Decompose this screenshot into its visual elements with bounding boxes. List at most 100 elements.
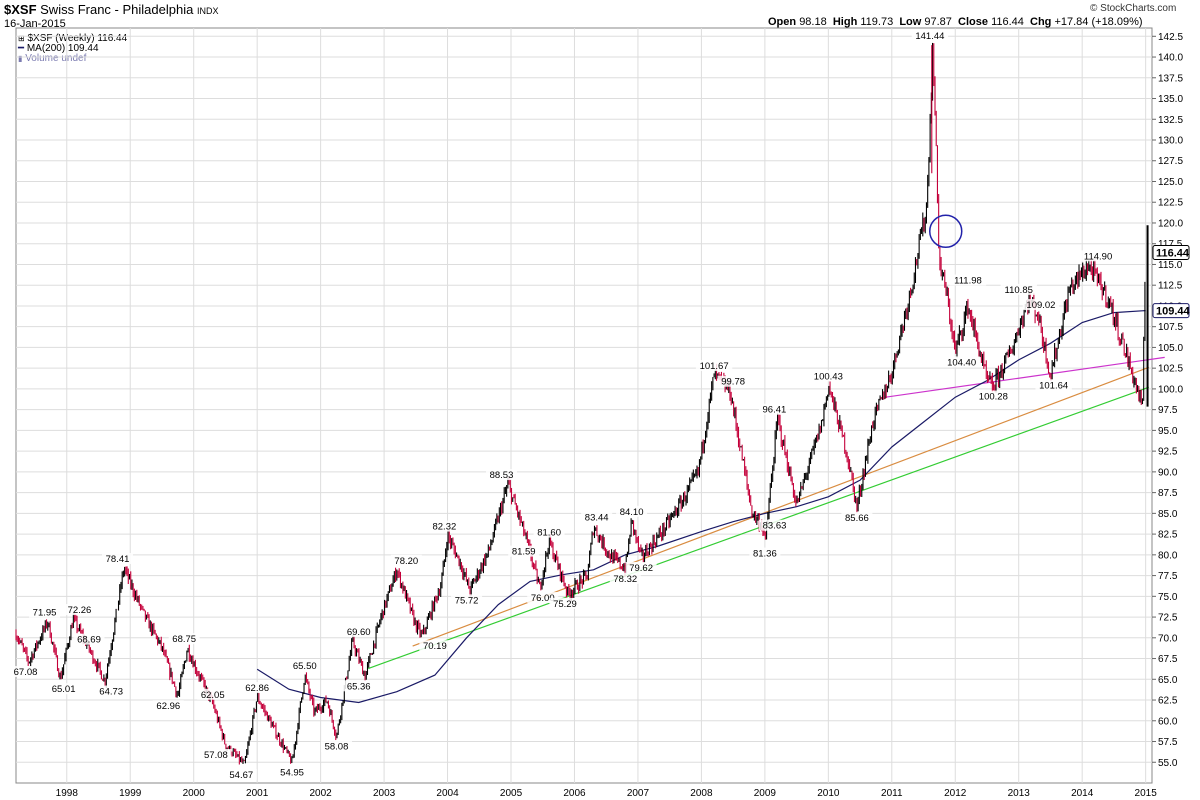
x-tick-label: 2003	[373, 788, 396, 799]
trendlines	[368, 356, 1165, 670]
annotation-label: 111.98	[954, 276, 982, 287]
annotation-label: 99.78	[721, 377, 745, 388]
close-label: Close	[958, 16, 988, 28]
annotation-bg	[949, 274, 987, 286]
open-value: 98.18	[799, 16, 827, 28]
annotation-bg	[911, 30, 949, 42]
y-tick-label: 107.5	[1158, 322, 1183, 333]
y-tick-label: 122.5	[1158, 198, 1183, 209]
y-tick-label: 70.0	[1158, 633, 1178, 644]
y-tick-label: 100.0	[1158, 384, 1183, 395]
annotation-bg	[48, 683, 80, 695]
x-tick-label: 2012	[944, 788, 967, 799]
annotations: 67.08 71.95 65.01 72.26 68.69 64.73 78.41 62.96…	[10, 30, 1117, 781]
annotation-bg	[428, 520, 460, 532]
y-tick-label: 140.0	[1158, 53, 1183, 64]
annotation-label: 104.40	[947, 357, 976, 368]
last-ma-tag-box	[1152, 303, 1190, 319]
x-tick-label: 2011	[881, 788, 903, 799]
y-tick-label: 125.0	[1158, 177, 1183, 188]
instrument-name: Swiss Franc - Philadelphia	[40, 2, 194, 17]
x-tick-label: 2013	[1008, 788, 1031, 799]
annotation-label: 62.86	[245, 683, 269, 694]
annotation-label: 67.08	[14, 667, 38, 678]
annotation-label: 72.26	[68, 605, 92, 616]
annotation-label: 88.53	[490, 470, 514, 481]
y-tick-label: 72.5	[1158, 613, 1178, 624]
chart-date: 16-Jan-2015	[4, 18, 66, 30]
annotation-bg	[289, 660, 321, 672]
last-price-tag-label: 116.44	[1156, 248, 1190, 260]
annotation-label: 79.62	[629, 563, 653, 574]
y-tick-label: 117.5	[1158, 239, 1183, 250]
x-tick-label: 2002	[310, 788, 333, 799]
annotation-label: 54.67	[229, 770, 253, 781]
legend-volume: ▮ Volume undef	[18, 53, 87, 64]
annotation-bg	[343, 680, 375, 692]
annotation-label: 85.66	[845, 513, 869, 524]
annotation-label: 83.63	[763, 521, 787, 532]
annotation-bg	[320, 740, 352, 752]
annotation-label: 58.08	[325, 742, 349, 753]
open-label: Open	[768, 16, 797, 28]
grid	[15, 27, 1153, 784]
ohlc-summary: Open 98.18 High 119.73 Low 97.87 Close 1…	[768, 16, 1143, 28]
annotation-label: 109.02	[1026, 300, 1055, 311]
annotation-label: 68.69	[77, 635, 101, 646]
annotation-label: 96.41	[763, 405, 787, 416]
chart-title: $XSF Swiss Franc - Philadelphia INDX	[4, 2, 218, 17]
annotation-bg	[1035, 379, 1072, 391]
annotation-label: 54.95	[280, 768, 304, 779]
annotation-label: 114.90	[1084, 251, 1112, 262]
y-tick-label: 115.0	[1158, 260, 1183, 271]
low-value: 97.87	[924, 16, 952, 28]
annotation-bg	[485, 469, 517, 481]
annotation-bg	[343, 626, 375, 638]
annotation-label: 100.43	[814, 371, 843, 382]
annotation-bg	[451, 594, 483, 606]
y-tick-label: 85.0	[1158, 509, 1178, 520]
x-tick-label: 1999	[119, 788, 142, 799]
x-tick-label: 2015	[1135, 788, 1158, 799]
annotation-label: 101.64	[1039, 380, 1068, 391]
trendline-green	[368, 386, 1150, 670]
annotation-bg	[758, 403, 790, 415]
x-tick-label: 2008	[690, 788, 713, 799]
annotation-bg	[152, 700, 184, 712]
y-tick-label: 105.0	[1158, 343, 1183, 354]
annotation-bg	[581, 511, 613, 523]
annotation-bg	[200, 749, 232, 761]
x-tick-label: 2000	[183, 788, 206, 799]
annotation-label: 64.73	[99, 687, 123, 698]
annotation-bg	[810, 370, 847, 382]
close-value: 116.44	[991, 16, 1024, 28]
ma-line	[256, 310, 1146, 704]
y-tick-label: 130.0	[1158, 136, 1183, 147]
annotation-label: 62.05	[201, 690, 225, 701]
annotation-label: 101.67	[700, 361, 729, 372]
annotation-label: 57.08	[204, 750, 228, 761]
annotation-bg	[717, 375, 749, 387]
annotation-bg	[1079, 250, 1117, 262]
y-tick-label: 77.5	[1158, 571, 1178, 582]
chg-value: +17.84 (+18.09%)	[1054, 16, 1143, 28]
annotation-bg	[197, 688, 229, 700]
annotation-label: 78.20	[394, 556, 418, 567]
y-tick-label: 57.5	[1158, 737, 1178, 748]
annotation-label: 75.72	[455, 595, 479, 606]
annotation-bg	[975, 390, 1012, 402]
y-tick-label: 97.5	[1158, 405, 1178, 416]
annotation-label: 76.00	[531, 593, 555, 604]
y-tick-label: 75.0	[1158, 592, 1178, 603]
annotation-label: 65.36	[347, 681, 371, 692]
annotation-label: 62.96	[156, 701, 180, 712]
annotation-bg	[527, 592, 559, 604]
annotation-label: 81.60	[537, 528, 561, 539]
annotation-label: 82.32	[432, 522, 456, 533]
annotation-bg	[749, 547, 781, 559]
annotation-bg	[1000, 283, 1037, 295]
annotation-label: 70.19	[423, 641, 447, 652]
x-tick-label: 2007	[627, 788, 650, 799]
y-tick-label: 90.0	[1158, 467, 1178, 478]
